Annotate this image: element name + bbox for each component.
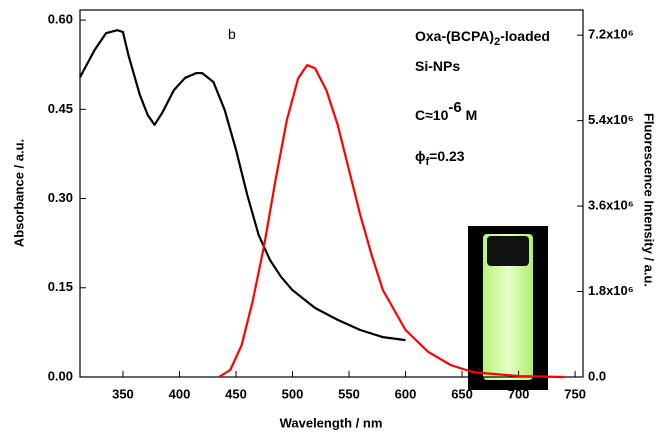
annotation-text: M [462,107,478,123]
x-tick-label: 750 [564,386,586,401]
annotation-text: ϕ [415,148,426,164]
y2-tick-label: 3.6x10⁶ [588,198,634,213]
x-tick-label: 350 [112,386,134,401]
annotation-subscript: f [426,156,430,168]
x-axis-label: Wavelength / nm [280,415,383,430]
y2-tick-label: 5.4x10⁶ [588,112,634,127]
annotation-text: C≈10 [415,107,449,123]
annotation-text: Oxa-(BCPA) [415,28,494,44]
x-tick-label: 400 [169,386,191,401]
y-axis-label: Absorbance / a.u. [11,139,26,247]
y2-axis-label: Fluorescence Intensity / a.u. [642,113,657,287]
x-tick-label: 600 [395,386,417,401]
annotation: b [228,26,236,42]
annotation-text: b [228,26,236,42]
inset-photo [468,226,548,390]
x-tick-label: 650 [451,386,473,401]
y2-tick-label: 0.0 [588,368,606,383]
annotation-superscript: -6 [448,99,461,116]
y-tick-label: 0.00 [48,368,73,383]
x-tick-label: 550 [338,386,360,401]
annotation: Si-NPs [415,58,460,74]
x-tick-label: 450 [225,386,247,401]
annotation: ϕf=0.23 [415,148,465,168]
annotation: Oxa-(BCPA)2-loaded [415,28,550,48]
x-tick-label: 500 [282,386,304,401]
y-tick-label: 0.30 [48,190,73,205]
x-tick-label: 700 [508,386,530,401]
data-line [79,29,406,342]
y-tick-label: 0.60 [48,12,73,27]
annotation-text: =0.23 [429,148,465,164]
y-tick-label: 0.15 [48,279,73,294]
annotation: C≈10-6 M [415,99,477,123]
y2-tick-label: 1.8x10⁶ [588,283,634,298]
plot-frame [79,9,584,378]
annotation-text: Si-NPs [415,58,460,74]
data-line [218,63,564,379]
annotation-subscript: 2 [494,36,500,48]
annotation-text: -loaded [500,28,550,44]
y-tick-label: 0.45 [48,101,73,116]
y2-tick-label: 7.2x10⁶ [588,27,634,42]
